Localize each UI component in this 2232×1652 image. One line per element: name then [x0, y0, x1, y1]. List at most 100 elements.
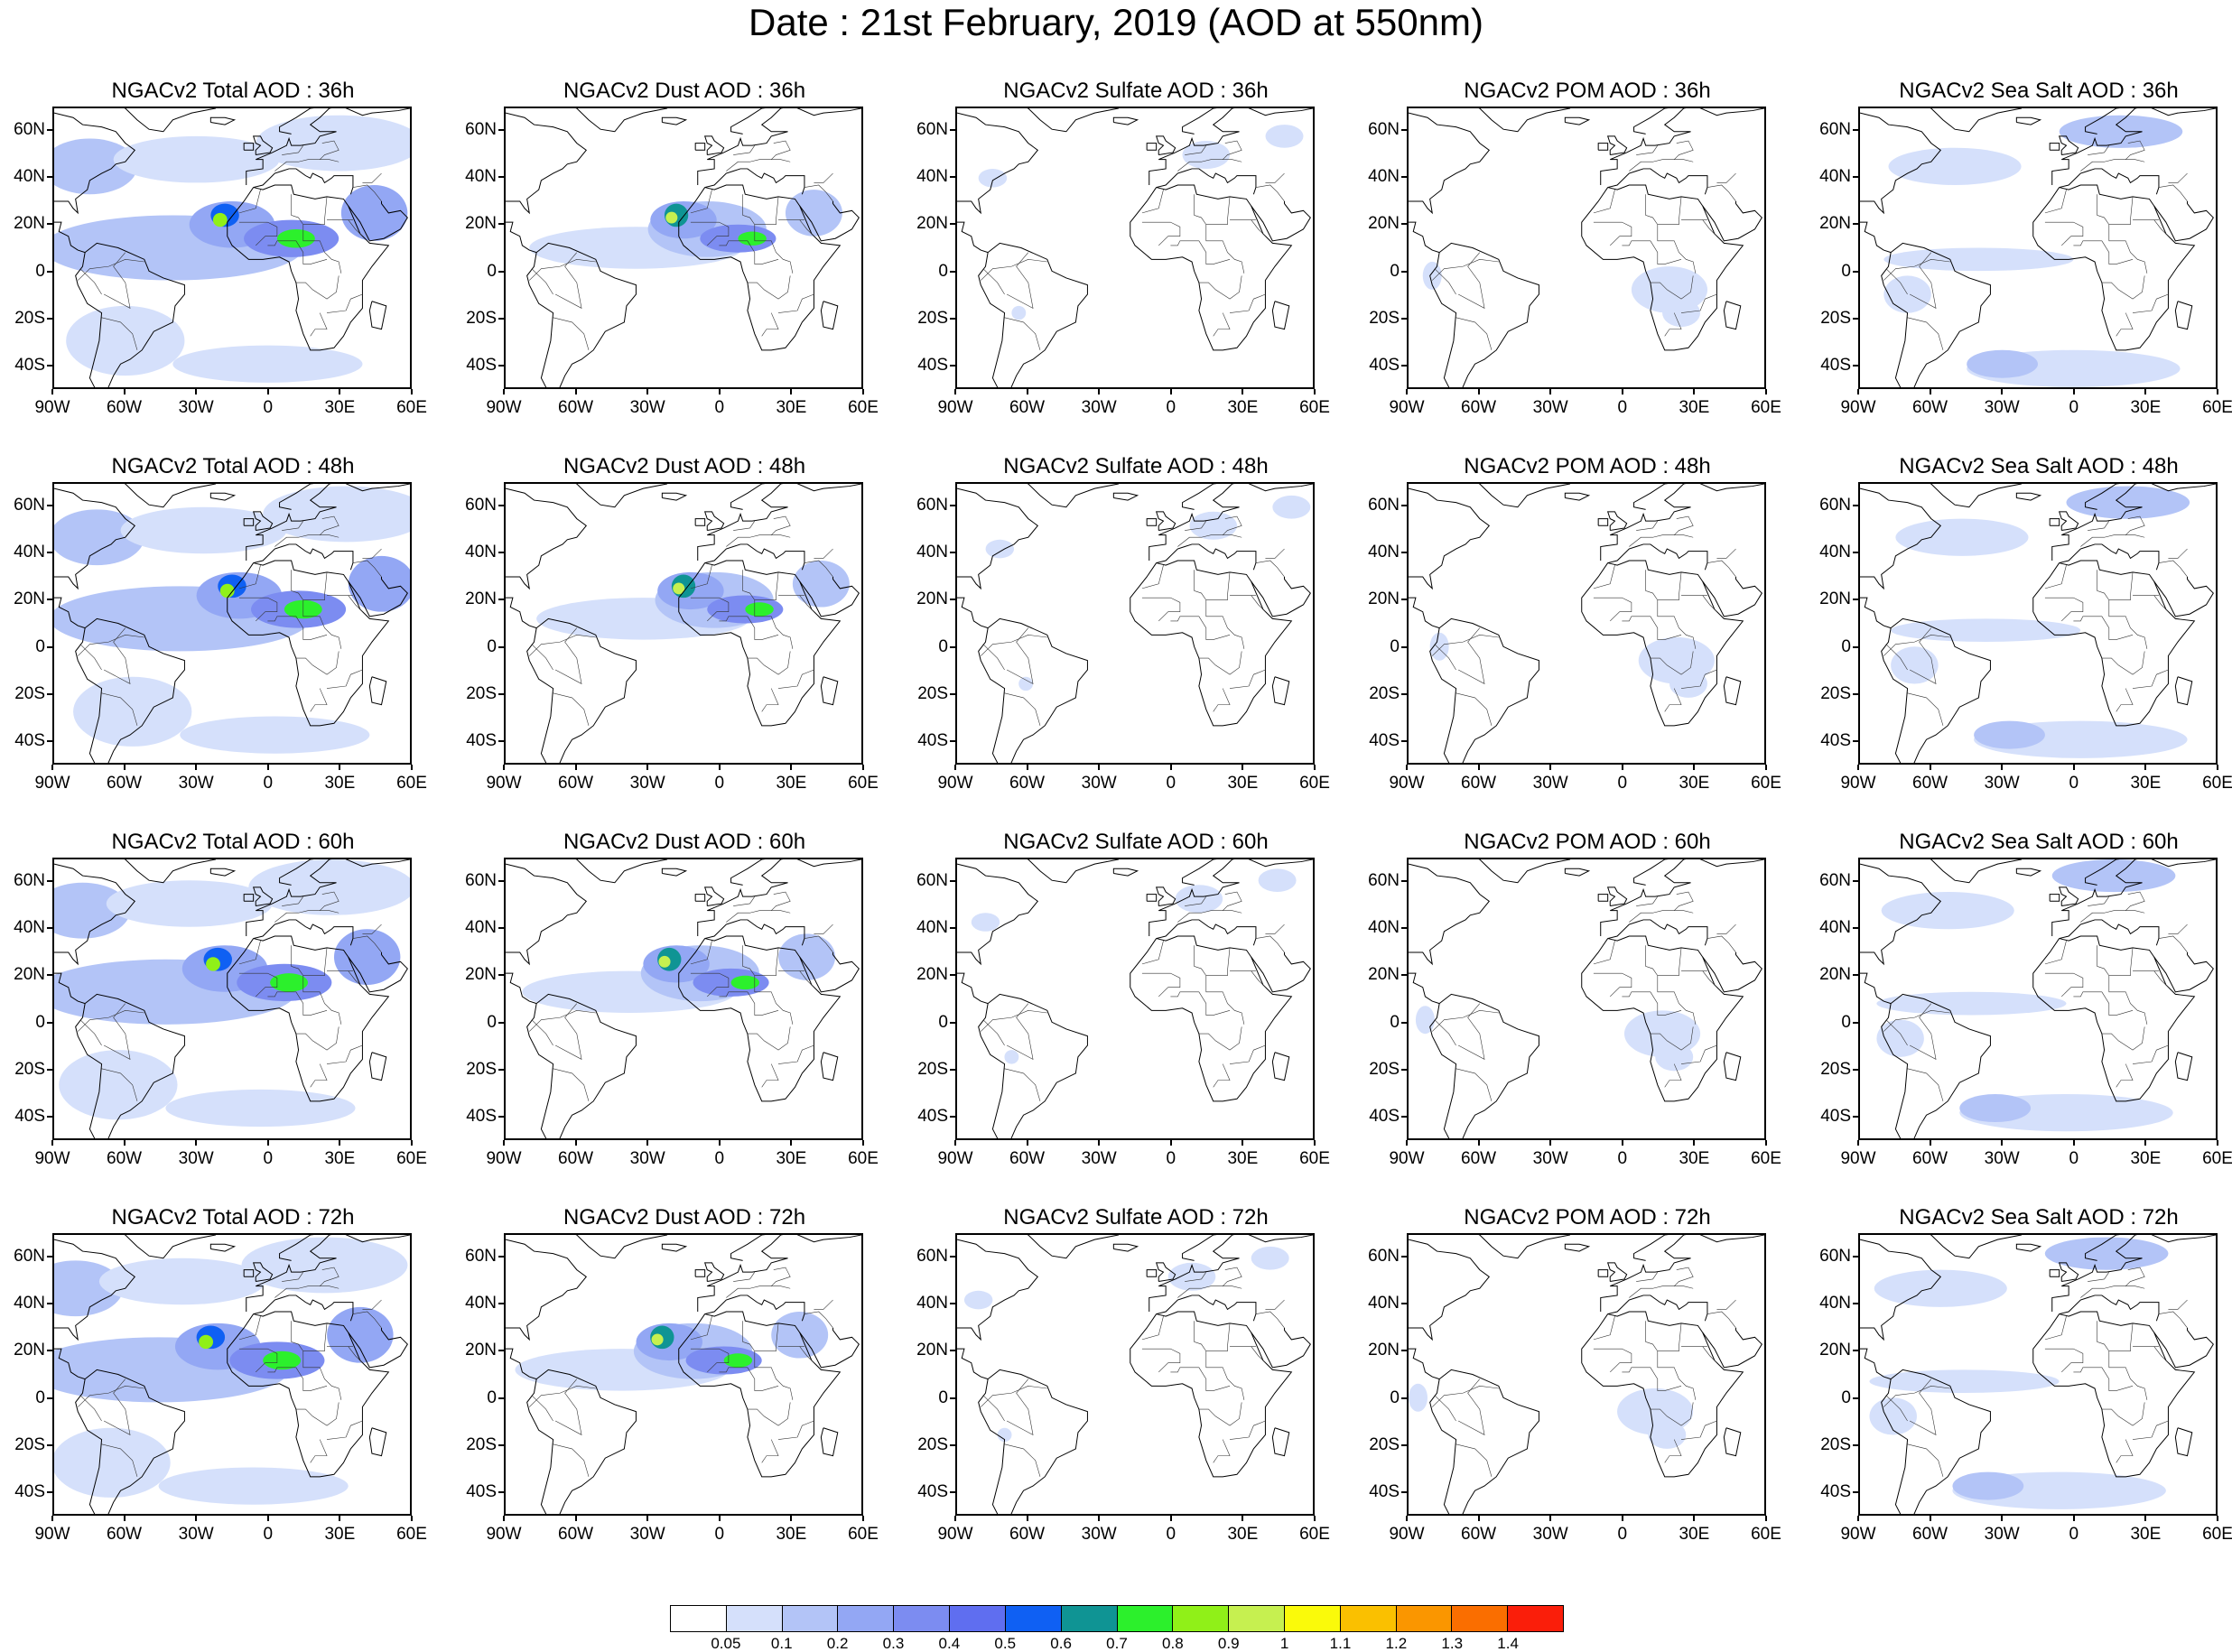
lon-label: 90W: [937, 774, 973, 793]
coastline: [253, 919, 354, 946]
country-border: [1657, 599, 1697, 649]
lon-tick: [411, 389, 413, 394]
lat-tick: [498, 1443, 504, 1446]
country-border: [555, 1378, 582, 1435]
colorbar-label: 0.6: [1050, 1635, 1072, 1652]
lat-tick: [498, 364, 504, 367]
lat-label: 20S: [917, 1434, 948, 1454]
lon-tick: [1693, 765, 1696, 770]
panel-title: NGACv2 Dust AOD : 72h: [563, 1205, 806, 1230]
country-border: [1223, 891, 1242, 911]
country-border: [1593, 221, 1632, 246]
coastline: [1702, 1327, 1762, 1369]
coastline: [506, 1348, 537, 1380]
coastline: [2058, 886, 2079, 907]
coastline: [54, 1239, 136, 1341]
lat-label: 60N: [1819, 1247, 1851, 1267]
lat-tick: [1853, 599, 1858, 601]
aod-plume: [1952, 1471, 2024, 1500]
country-border: [320, 140, 339, 160]
country-border: [771, 1267, 791, 1286]
aod-plume: [785, 190, 842, 237]
lon-tick: [1242, 1140, 1244, 1146]
coastline: [1607, 543, 1708, 571]
country-border: [326, 293, 363, 313]
aod-map: [1409, 859, 1764, 1138]
coastline: [1409, 487, 1491, 590]
lat-tick: [1401, 1068, 1407, 1071]
coastline: [368, 1052, 387, 1081]
lat-label: 0: [1390, 1387, 1400, 1407]
lat-label: 20N: [916, 589, 948, 609]
lon-label: 30W: [1081, 1525, 1117, 1544]
aod-plume: [270, 973, 309, 992]
colorbar-cell: [1284, 1606, 1341, 1631]
country-border: [78, 635, 144, 656]
coastline: [2174, 1052, 2193, 1081]
country-border: [2153, 595, 2169, 612]
lon-label: 0: [2069, 1525, 2079, 1544]
country-border: [1205, 224, 1245, 274]
lon-tick: [2217, 765, 2218, 770]
lon-tick: [1549, 765, 1552, 770]
aod-plume: [1874, 1269, 2007, 1307]
country-border: [804, 1311, 833, 1329]
lon-tick: [339, 389, 341, 394]
country-border: [2101, 275, 2145, 300]
lat-tick: [47, 974, 52, 977]
aod-plume: [340, 184, 408, 241]
country-border: [362, 923, 382, 934]
coastline: [506, 487, 588, 590]
country-border: [2101, 651, 2145, 675]
aod-plume: [263, 1350, 302, 1370]
country-border: [2116, 688, 2134, 712]
country-border: [238, 597, 278, 622]
coastline: [368, 1427, 387, 1457]
lon-tick: [1765, 389, 1767, 394]
colorbar-cell: [1508, 1606, 1563, 1631]
coastline: [1409, 1239, 1491, 1341]
country-border: [733, 145, 756, 155]
country-border: [1622, 991, 1682, 1016]
map-panel: NGACv2 Sulfate AOD : 72h 60N 40N 20N 0 20S 40S…: [903, 1204, 1354, 1581]
country-border: [2125, 515, 2145, 535]
aod-plume: [1167, 1262, 1216, 1291]
lat-label: 60N: [916, 496, 948, 515]
coastline: [75, 993, 185, 1138]
country-border: [2044, 1316, 2067, 1341]
aod-map: [957, 108, 1313, 387]
country-border: [1702, 970, 1717, 988]
country-border: [238, 1348, 278, 1373]
country-border: [1170, 240, 1231, 265]
coastline: [2032, 560, 2196, 727]
lat-label: 20N: [1368, 214, 1400, 234]
coastline: [575, 1235, 668, 1259]
lat-label: 20S: [1369, 308, 1400, 328]
country-border: [2088, 1272, 2110, 1282]
country-border: [1702, 219, 1717, 237]
lon-label: 30W: [1081, 1149, 1117, 1168]
country-border: [1455, 692, 1493, 726]
coastline: [2015, 492, 2042, 501]
panel-title: NGACv2 Sea Salt AOD : 72h: [1899, 1205, 2179, 1230]
country-border: [1141, 1316, 1164, 1341]
country-border: [2132, 669, 2169, 689]
coastline: [957, 1239, 1039, 1341]
lat-label: 20N: [1819, 965, 1851, 985]
country-border: [690, 190, 712, 214]
lat-label: 20N: [14, 1341, 45, 1360]
lat-label: 40N: [465, 1294, 497, 1313]
lon-tick: [503, 1140, 505, 1146]
country-border: [814, 1299, 833, 1310]
country-border: [1650, 1402, 1694, 1426]
country-border: [1004, 692, 1041, 726]
aod-plume: [1409, 1383, 1428, 1412]
lat-tick: [1401, 505, 1407, 507]
country-border: [1593, 972, 1632, 998]
map-frame: [1407, 482, 1766, 765]
coastline: [1149, 859, 1313, 936]
country-border: [529, 635, 596, 656]
coastline: [1860, 221, 1892, 254]
country-border: [302, 224, 342, 274]
lat-tick: [950, 505, 955, 507]
